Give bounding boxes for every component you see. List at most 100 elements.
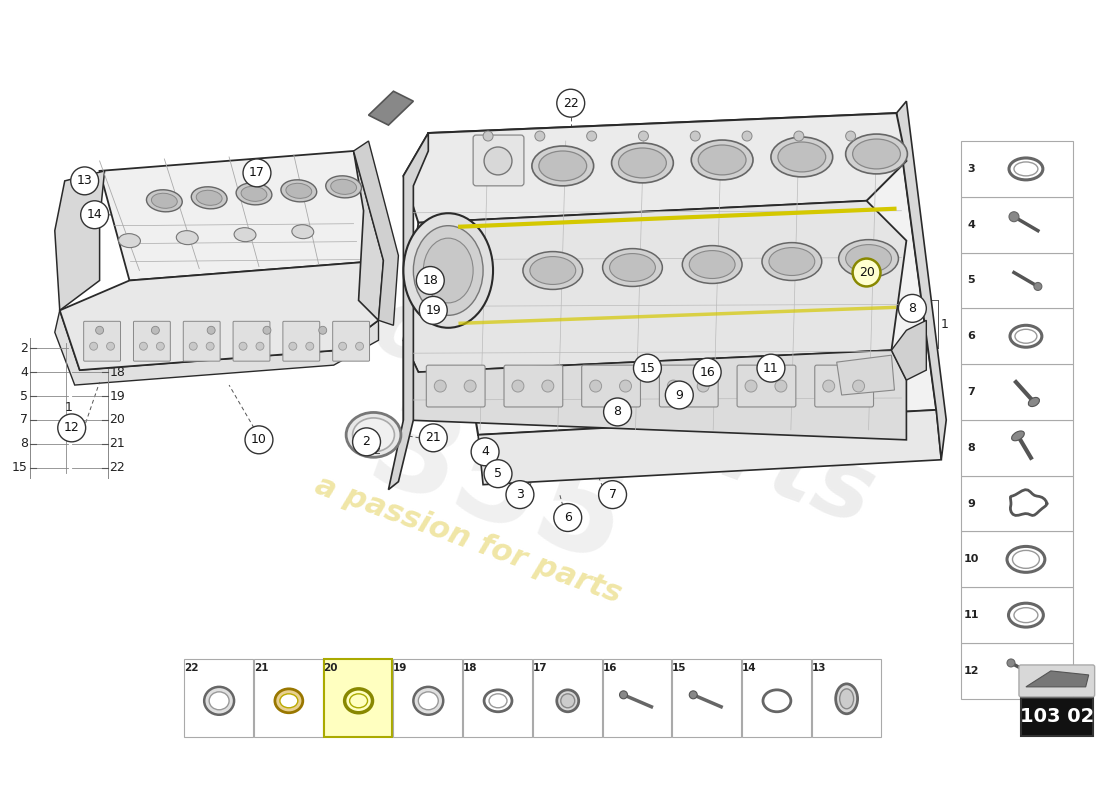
Circle shape: [419, 424, 448, 452]
Text: 103 02: 103 02: [1020, 707, 1093, 726]
Text: 3: 3: [516, 488, 524, 501]
FancyBboxPatch shape: [133, 322, 170, 361]
Bar: [254, 659, 322, 737]
Circle shape: [355, 342, 364, 350]
Bar: [1021, 698, 1092, 736]
Ellipse shape: [836, 684, 858, 714]
Circle shape: [306, 342, 313, 350]
FancyBboxPatch shape: [84, 322, 121, 361]
Bar: [961, 643, 1072, 699]
Circle shape: [339, 342, 346, 350]
Text: 4: 4: [20, 366, 28, 378]
Circle shape: [189, 342, 197, 350]
Ellipse shape: [561, 694, 574, 708]
Bar: [603, 659, 671, 737]
Ellipse shape: [532, 146, 594, 186]
Text: 5: 5: [967, 275, 975, 286]
Polygon shape: [428, 113, 936, 435]
Ellipse shape: [275, 689, 302, 713]
Ellipse shape: [191, 186, 227, 209]
Bar: [961, 587, 1072, 643]
Ellipse shape: [484, 147, 512, 175]
Text: 22: 22: [563, 97, 579, 110]
Circle shape: [80, 201, 109, 229]
Ellipse shape: [292, 225, 313, 238]
Circle shape: [745, 380, 757, 392]
Ellipse shape: [326, 176, 362, 198]
Ellipse shape: [682, 246, 742, 283]
Circle shape: [207, 326, 216, 334]
Bar: [812, 659, 880, 737]
Circle shape: [471, 438, 499, 466]
Circle shape: [464, 380, 476, 392]
Text: 22: 22: [110, 462, 125, 474]
Polygon shape: [59, 261, 384, 370]
Text: 19: 19: [110, 390, 125, 402]
Circle shape: [634, 354, 661, 382]
Ellipse shape: [603, 249, 662, 286]
Bar: [961, 420, 1072, 476]
Ellipse shape: [1015, 330, 1037, 343]
Text: 1: 1: [940, 318, 948, 331]
Text: 5: 5: [20, 390, 28, 402]
Circle shape: [353, 428, 381, 456]
Ellipse shape: [1014, 608, 1038, 622]
Circle shape: [1034, 282, 1042, 290]
Text: 9: 9: [967, 498, 975, 509]
Ellipse shape: [691, 140, 754, 180]
Circle shape: [697, 380, 710, 392]
Circle shape: [263, 326, 271, 334]
Circle shape: [1009, 212, 1019, 222]
Ellipse shape: [176, 230, 198, 245]
Text: 7: 7: [20, 414, 28, 426]
Ellipse shape: [209, 692, 229, 710]
Ellipse shape: [280, 180, 317, 202]
Text: 5: 5: [494, 467, 502, 480]
Text: 15: 15: [672, 663, 686, 673]
Polygon shape: [404, 201, 906, 372]
Circle shape: [586, 131, 596, 141]
Text: 14: 14: [741, 663, 757, 673]
Text: 12: 12: [64, 422, 79, 434]
Circle shape: [419, 297, 448, 324]
Circle shape: [757, 354, 785, 382]
Ellipse shape: [241, 186, 267, 202]
Bar: [961, 476, 1072, 531]
Text: 22: 22: [184, 663, 198, 673]
Text: 19: 19: [426, 304, 441, 317]
Text: 8: 8: [967, 443, 975, 453]
Ellipse shape: [522, 251, 583, 290]
Text: 15: 15: [639, 362, 656, 374]
Text: 13: 13: [77, 174, 92, 187]
Text: 15: 15: [12, 462, 28, 474]
Bar: [961, 364, 1072, 420]
Circle shape: [619, 691, 627, 699]
Polygon shape: [837, 355, 894, 395]
Circle shape: [243, 159, 271, 187]
Ellipse shape: [119, 234, 141, 248]
Circle shape: [774, 380, 786, 392]
Polygon shape: [55, 310, 378, 385]
Bar: [394, 659, 462, 737]
Circle shape: [483, 131, 493, 141]
Ellipse shape: [414, 226, 483, 315]
Bar: [185, 659, 253, 737]
Ellipse shape: [331, 179, 356, 194]
Circle shape: [89, 342, 98, 350]
Bar: [961, 531, 1072, 587]
Text: 10: 10: [964, 554, 979, 564]
Ellipse shape: [234, 228, 256, 242]
Circle shape: [58, 414, 86, 442]
Text: 21: 21: [254, 663, 268, 673]
Circle shape: [668, 380, 680, 392]
Ellipse shape: [762, 242, 822, 281]
Ellipse shape: [846, 245, 891, 273]
Ellipse shape: [418, 692, 438, 710]
Text: 17: 17: [249, 166, 265, 179]
Polygon shape: [368, 91, 414, 125]
Text: 7: 7: [608, 488, 617, 501]
Circle shape: [557, 90, 585, 117]
Text: 18: 18: [463, 663, 477, 673]
Bar: [961, 197, 1072, 253]
Ellipse shape: [698, 145, 746, 175]
